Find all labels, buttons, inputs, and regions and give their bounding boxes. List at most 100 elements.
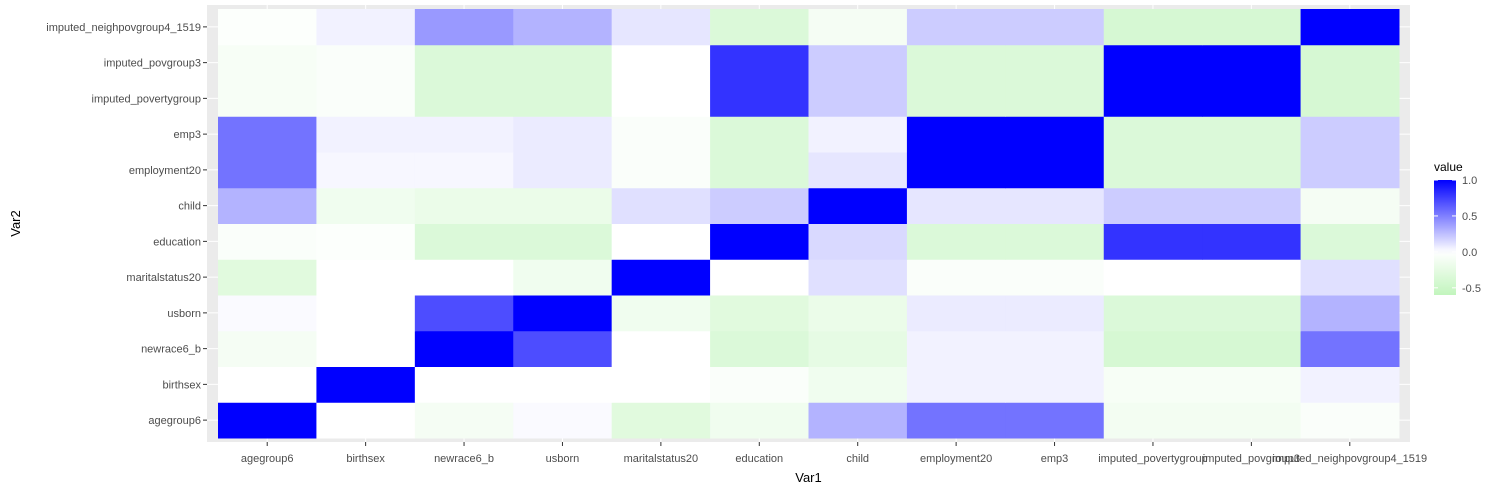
heatmap-cell <box>316 80 416 117</box>
heatmap-cell <box>218 116 317 153</box>
heatmap-cell <box>710 366 809 403</box>
heatmap-cell <box>414 80 514 117</box>
heatmap-cell <box>513 44 613 81</box>
heatmap-cell <box>1103 9 1203 46</box>
heatmap-cell <box>1005 223 1105 260</box>
heatmap-cell <box>316 366 416 403</box>
heatmap-cell <box>710 223 809 260</box>
heatmap-cell <box>1103 80 1203 117</box>
heatmap-cell <box>611 295 711 332</box>
heatmap-cell <box>316 223 416 260</box>
heatmap-cell <box>218 80 317 117</box>
heatmap-cell <box>906 402 1006 439</box>
x-tick-label: birthsex <box>346 453 385 465</box>
heatmap-cell <box>513 152 613 189</box>
heatmap-cell <box>710 152 809 189</box>
heatmap-cell <box>1202 223 1302 260</box>
heatmap-cell <box>1300 152 1400 189</box>
heatmap-cell <box>1103 187 1203 224</box>
heatmap-cell <box>710 44 809 81</box>
heatmap-cell <box>218 152 317 189</box>
heatmap-cell <box>1202 9 1302 46</box>
x-axis-title: Var1 <box>795 470 822 485</box>
heatmap-cell <box>1300 366 1400 403</box>
legend-tick-label: 1.0 <box>1462 175 1477 187</box>
heatmap-cell <box>1005 116 1105 153</box>
heatmap-cell <box>1103 44 1203 81</box>
heatmap-cell <box>1202 80 1302 117</box>
heatmap-cell <box>1005 330 1105 367</box>
heatmap-cell <box>1103 295 1203 332</box>
y-tick-label: imputed_povgroup3 <box>104 58 201 70</box>
heatmap-cell <box>1202 44 1302 81</box>
heatmap-cell <box>611 116 711 153</box>
heatmap-cell <box>1202 330 1302 367</box>
heatmap-cell <box>710 116 809 153</box>
heatmap-cell <box>513 259 613 296</box>
heatmap-cell <box>808 9 908 46</box>
x-tick-label: imputed_povertygroup <box>1098 453 1207 465</box>
heatmap-cell <box>218 330 317 367</box>
legend-tick-label: 0.5 <box>1462 211 1477 223</box>
heatmap-cell <box>316 259 416 296</box>
x-axis-ticks: agegroup6 birthsex newrace6_b usborn marital… <box>241 442 1427 465</box>
heatmap-cell <box>316 402 416 439</box>
heatmap-cell <box>906 187 1006 224</box>
heatmap-cell <box>414 330 514 367</box>
heatmap-cell <box>316 295 416 332</box>
heatmap-cell <box>414 295 514 332</box>
heatmap-cell <box>906 9 1006 46</box>
heatmap-cell <box>1005 187 1105 224</box>
heatmap-cell <box>1005 402 1105 439</box>
heatmap-cell <box>513 9 613 46</box>
heatmap-cell <box>1005 9 1105 46</box>
heatmap-cell <box>611 402 711 439</box>
heatmap-cell <box>1202 116 1302 153</box>
heatmap-cell <box>1202 152 1302 189</box>
heatmap-cell <box>906 152 1006 189</box>
heatmap-cell <box>1103 402 1203 439</box>
heatmap-cell <box>218 187 317 224</box>
legend-tick-label: -0.5 <box>1462 283 1481 295</box>
heatmap-cell <box>611 187 711 224</box>
heatmap-cell <box>218 295 317 332</box>
heatmap-cell <box>1005 259 1105 296</box>
heatmap-cell <box>316 9 416 46</box>
heatmap-cell <box>218 402 317 439</box>
y-tick-label: emp3 <box>173 129 201 141</box>
heatmap-cell <box>1005 152 1105 189</box>
heatmap-cell <box>808 402 908 439</box>
heatmap-cell <box>1005 366 1105 403</box>
heatmap-cell <box>414 187 514 224</box>
heatmap-cell <box>218 366 317 403</box>
heatmap-cell <box>906 44 1006 81</box>
heatmap-cell <box>906 295 1006 332</box>
heatmap-cell <box>710 9 809 46</box>
heatmap-cell <box>1300 223 1400 260</box>
heatmap-cell <box>1005 80 1105 117</box>
heatmap-cell <box>808 330 908 367</box>
heatmap-cell <box>316 152 416 189</box>
heatmap-cell <box>1005 295 1105 332</box>
heatmap-cell <box>414 259 514 296</box>
y-tick-label: birthsex <box>162 379 201 391</box>
y-tick-label: usborn <box>167 308 201 320</box>
heatmap-cell <box>218 44 317 81</box>
heatmap-cell <box>611 223 711 260</box>
heatmap-cell <box>808 44 908 81</box>
x-tick-label: usborn <box>546 453 580 465</box>
heatmap-cell <box>414 152 514 189</box>
heatmap-cell <box>218 259 317 296</box>
y-axis-title: Var2 <box>8 210 23 237</box>
heatmap-cell <box>414 9 514 46</box>
x-tick-label: newrace6_b <box>434 453 494 465</box>
y-tick-label: education <box>153 236 201 248</box>
legend: value 1.0 0.5 0.0 -0.5 <box>1434 160 1481 295</box>
heatmap-cell <box>513 80 613 117</box>
heatmap-cell <box>906 80 1006 117</box>
legend-tick-label: 0.0 <box>1462 247 1477 259</box>
legend-title: value <box>1434 160 1463 174</box>
heatmap-cell <box>611 259 711 296</box>
heatmap-cell <box>1300 116 1400 153</box>
